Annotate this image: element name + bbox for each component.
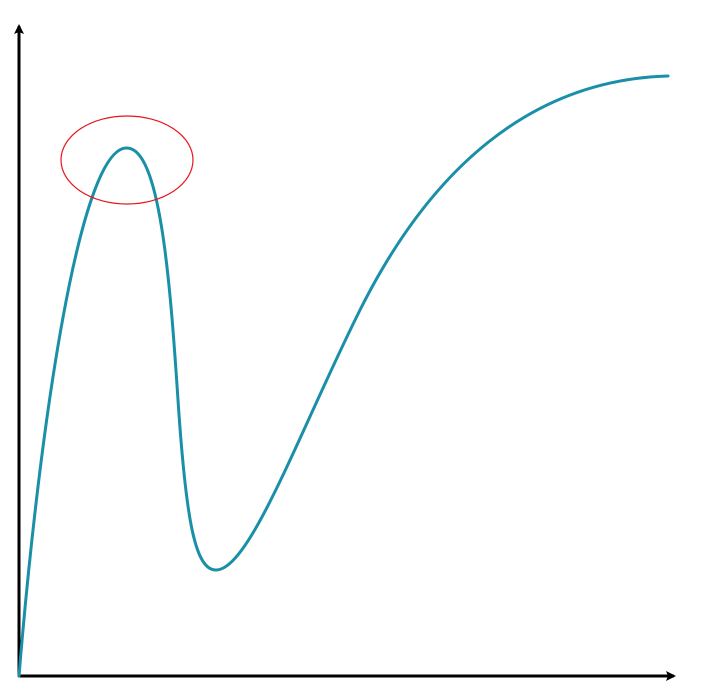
peak-highlight-ellipse <box>60 115 194 205</box>
response-curve <box>17 74 670 678</box>
